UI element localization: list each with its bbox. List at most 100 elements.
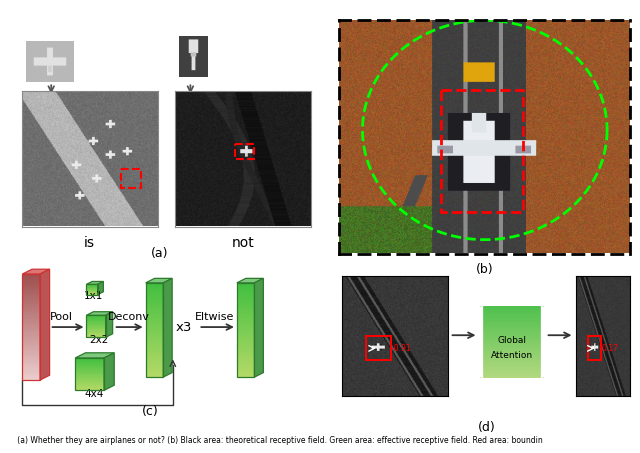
FancyBboxPatch shape [483,316,541,318]
Text: Deconv: Deconv [108,312,150,322]
Polygon shape [146,375,163,377]
Polygon shape [76,386,104,387]
Polygon shape [22,289,40,291]
FancyBboxPatch shape [483,314,541,317]
Polygon shape [237,285,255,287]
Polygon shape [76,384,104,385]
Polygon shape [146,371,163,373]
Polygon shape [237,278,264,283]
Text: -0.91: -0.91 [391,344,411,353]
Polygon shape [237,351,255,352]
Polygon shape [22,361,40,363]
Polygon shape [237,311,255,313]
Polygon shape [237,296,255,298]
Polygon shape [22,325,40,327]
Polygon shape [237,328,255,330]
Polygon shape [22,317,40,318]
Polygon shape [22,308,40,310]
Polygon shape [146,326,163,328]
Polygon shape [237,332,255,334]
Polygon shape [237,360,255,362]
Polygon shape [237,319,255,321]
Polygon shape [22,348,40,350]
Polygon shape [237,352,255,355]
Polygon shape [22,274,40,276]
Polygon shape [146,357,163,358]
Polygon shape [237,305,255,308]
Polygon shape [22,306,40,308]
Polygon shape [76,364,104,365]
Polygon shape [22,278,40,280]
Polygon shape [22,359,40,361]
Polygon shape [22,276,40,278]
Polygon shape [76,353,114,358]
Polygon shape [22,342,40,344]
Polygon shape [146,343,163,345]
FancyBboxPatch shape [483,308,541,311]
FancyBboxPatch shape [483,359,541,362]
Polygon shape [146,300,163,302]
Polygon shape [146,321,163,323]
Polygon shape [237,290,255,292]
Polygon shape [237,373,255,375]
Text: x3: x3 [176,321,192,333]
Polygon shape [76,376,104,377]
Polygon shape [86,312,113,315]
Polygon shape [237,334,255,336]
Polygon shape [22,331,40,333]
Polygon shape [146,324,163,326]
Polygon shape [146,298,163,300]
Polygon shape [146,287,163,289]
Polygon shape [146,289,163,290]
Polygon shape [237,336,255,337]
Polygon shape [146,336,163,337]
Polygon shape [76,381,104,382]
Polygon shape [237,349,255,351]
Polygon shape [146,358,163,360]
Polygon shape [237,358,255,360]
Polygon shape [146,313,163,315]
FancyBboxPatch shape [483,323,541,326]
Polygon shape [76,372,104,373]
Polygon shape [237,326,255,328]
Text: 0.17: 0.17 [601,344,618,353]
Polygon shape [76,362,104,363]
FancyBboxPatch shape [483,348,541,351]
FancyBboxPatch shape [483,341,541,344]
Polygon shape [146,330,163,332]
Polygon shape [237,339,255,341]
Polygon shape [22,346,40,348]
Polygon shape [237,304,255,305]
Polygon shape [146,319,163,321]
Text: Global: Global [497,336,527,345]
Polygon shape [22,302,40,304]
Polygon shape [22,312,40,314]
Polygon shape [146,328,163,330]
FancyBboxPatch shape [483,372,541,375]
Polygon shape [146,285,163,287]
Text: Pool: Pool [50,312,73,322]
Text: (b): (b) [476,263,493,276]
Polygon shape [237,300,255,302]
Polygon shape [22,269,50,274]
Polygon shape [237,341,255,343]
Polygon shape [22,340,40,342]
Polygon shape [146,317,163,319]
Polygon shape [146,341,163,343]
Polygon shape [22,365,40,367]
Polygon shape [146,370,163,371]
Polygon shape [22,370,40,371]
Polygon shape [22,291,40,293]
Polygon shape [146,373,163,375]
Polygon shape [146,308,163,309]
Polygon shape [237,323,255,324]
FancyBboxPatch shape [483,347,541,349]
Polygon shape [22,337,40,340]
Polygon shape [146,355,163,357]
Polygon shape [22,333,40,336]
FancyBboxPatch shape [483,332,541,335]
Polygon shape [237,315,255,317]
Polygon shape [22,314,40,317]
Polygon shape [40,269,50,380]
Text: 4x4: 4x4 [84,389,104,399]
